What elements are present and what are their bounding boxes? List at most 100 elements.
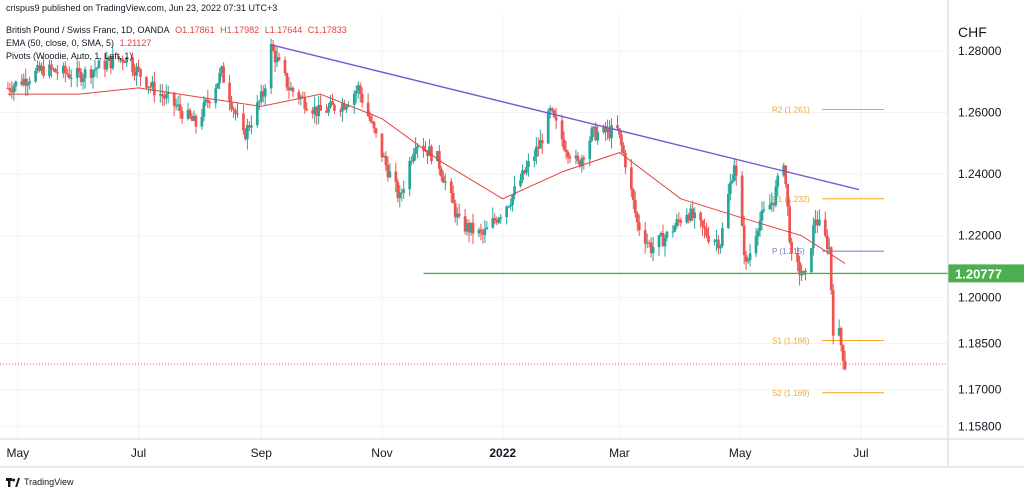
candle-body (261, 91, 265, 97)
candle-body (8, 88, 12, 91)
candle-body (685, 214, 689, 223)
candle-body (610, 125, 613, 139)
candle (776, 173, 780, 197)
candle (687, 212, 691, 224)
candle (837, 319, 841, 337)
candle (701, 219, 704, 236)
candle-body (192, 115, 196, 121)
candle (303, 91, 307, 114)
candle (109, 57, 113, 75)
candle-body (428, 146, 431, 156)
candle (65, 68, 69, 78)
candle-body (174, 105, 178, 107)
candle (467, 219, 471, 243)
candle-body (317, 104, 320, 117)
candle (232, 106, 235, 119)
candle-body (204, 99, 208, 103)
candle (305, 102, 309, 112)
candle (289, 81, 293, 91)
candle-body (285, 73, 289, 88)
candle-body (715, 239, 718, 242)
candle-body (22, 78, 26, 85)
candle (204, 97, 208, 107)
candle-body (523, 170, 526, 174)
candle (388, 163, 392, 179)
drawn-lines: 1.20777 (0, 44, 1024, 365)
pivot-label-r1: R1 (1.232) (772, 195, 810, 204)
tradingview-logo[interactable]: TradingView (6, 477, 74, 487)
candle (186, 102, 190, 121)
candle (145, 76, 148, 90)
candle-body (705, 228, 708, 236)
candle-body (707, 235, 710, 242)
candle (748, 243, 752, 267)
candle (677, 212, 681, 227)
candle (220, 65, 223, 78)
candle (451, 185, 455, 204)
candle (12, 83, 16, 101)
candle-body (178, 104, 182, 111)
candle-body (839, 328, 843, 346)
candle-body (315, 106, 318, 117)
candle (703, 218, 706, 239)
ema-layer (7, 87, 846, 264)
candle (352, 90, 356, 114)
candle (465, 219, 469, 236)
candle (297, 89, 301, 105)
candle (75, 58, 79, 88)
candle (36, 60, 39, 74)
low-value: L1.17644 (264, 25, 303, 35)
candle-body (756, 230, 760, 237)
candle (784, 165, 788, 188)
candle-body (580, 157, 584, 167)
candle-body (620, 134, 623, 146)
candle-body (289, 87, 293, 91)
candle (77, 61, 81, 78)
candle-body (162, 96, 166, 99)
candle-body (366, 102, 370, 117)
candle (139, 68, 142, 87)
candle-body (83, 69, 87, 79)
candle (236, 103, 239, 118)
candle (649, 237, 653, 258)
candle (79, 68, 83, 86)
candle (200, 108, 204, 130)
candle-body (145, 76, 148, 88)
candle-body (606, 128, 609, 133)
candle (746, 257, 750, 264)
pivot-label-s2: S2 (1.169) (772, 389, 810, 398)
candle (823, 211, 827, 238)
candle-body (384, 155, 388, 165)
candle-body (160, 94, 164, 97)
candle (83, 66, 87, 89)
candle-body (457, 213, 461, 217)
candle-body (717, 239, 720, 249)
candle-body (24, 78, 28, 86)
candle-body (479, 229, 483, 232)
candle (449, 178, 453, 203)
candle-body (250, 125, 253, 128)
candle (661, 224, 665, 247)
candle-body (825, 235, 829, 250)
candle-body (441, 176, 445, 183)
candle (67, 66, 71, 80)
candle-body (40, 66, 43, 71)
candle (263, 84, 267, 106)
candle-body (137, 66, 140, 70)
pivot-label-r2: R2 (1.261) (772, 105, 810, 114)
candle-body (568, 157, 572, 159)
candle-body (774, 186, 778, 206)
candle (726, 183, 730, 230)
candle-body (507, 206, 510, 208)
candle (343, 99, 346, 111)
candle-body (659, 233, 663, 236)
candle-body (841, 345, 845, 361)
candle-body (38, 65, 41, 71)
candle-body (548, 108, 552, 112)
candle (354, 85, 358, 104)
candle (825, 229, 829, 255)
candle-body (12, 86, 16, 93)
pivot-label-s1: S1 (1.186) (772, 336, 810, 345)
candle-body (679, 220, 683, 223)
